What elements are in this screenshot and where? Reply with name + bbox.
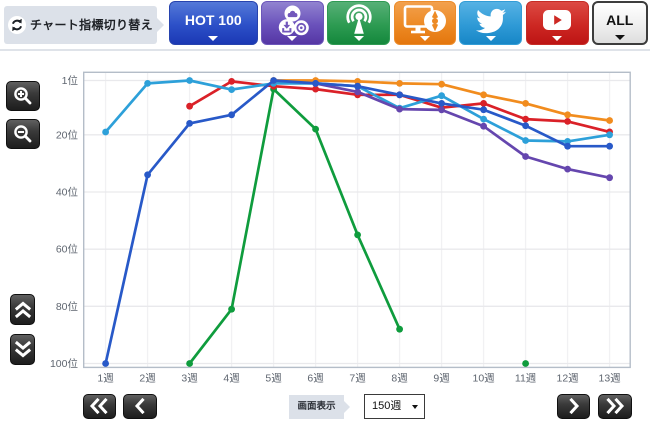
svg-text:80位: 80位	[56, 300, 79, 313]
svg-text:60位: 60位	[56, 243, 79, 256]
svg-text:2週: 2週	[139, 373, 156, 385]
svg-text:7週: 7週	[349, 373, 366, 385]
svg-text:6週: 6週	[307, 373, 324, 385]
svg-text:100位: 100位	[50, 357, 79, 370]
svg-text:11週: 11週	[515, 373, 537, 385]
svg-text:8週: 8週	[391, 373, 408, 385]
svg-text:10週: 10週	[473, 373, 496, 385]
svg-text:5週: 5週	[265, 373, 282, 385]
svg-text:20位: 20位	[56, 128, 79, 141]
svg-text:1位: 1位	[62, 74, 79, 87]
svg-text:3週: 3週	[181, 373, 198, 385]
svg-text:4週: 4週	[223, 373, 240, 385]
svg-text:1週: 1週	[97, 373, 114, 385]
svg-text:9週: 9週	[433, 373, 450, 385]
svg-text:12週: 12週	[557, 373, 580, 385]
svg-text:13週: 13週	[599, 373, 622, 385]
svg-text:40位: 40位	[56, 186, 79, 199]
